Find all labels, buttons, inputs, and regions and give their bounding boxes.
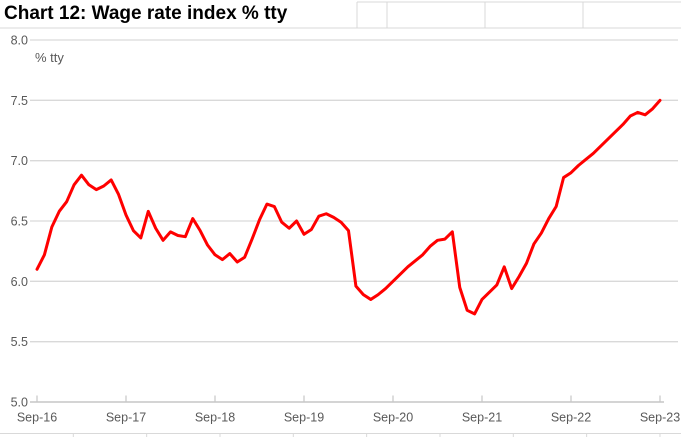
y-axis-tick-label: 8.0 [11,34,28,48]
y-axis-tick-label: 7.5 [11,94,28,108]
x-axis-tick-label: Sep-20 [373,411,413,425]
chart-title: Chart 12: Wage rate index % tty [4,3,288,24]
unit-annotation: % tty [35,50,64,65]
y-axis-tick-label: 5.0 [11,396,28,410]
x-axis-tick-label: Sep-19 [284,411,324,425]
y-axis-tick-label: 5.5 [11,335,28,349]
y-axis-tick-label: 7.0 [11,154,28,168]
x-axis-tick-label: Sep-21 [462,411,502,425]
wage-rate-index-series-line [35,98,662,316]
y-axis-tick-label: 6.5 [11,215,28,229]
x-axis-tick-label: Sep-16 [17,411,57,425]
x-axis-tick-label: Sep-22 [551,411,591,425]
y-axis-tick-label: 6.0 [11,275,28,289]
x-axis-tick-label: Sep-23 [640,411,680,425]
x-axis-tick-label: Sep-18 [195,411,235,425]
x-axis-tick-label: Sep-17 [106,411,146,425]
